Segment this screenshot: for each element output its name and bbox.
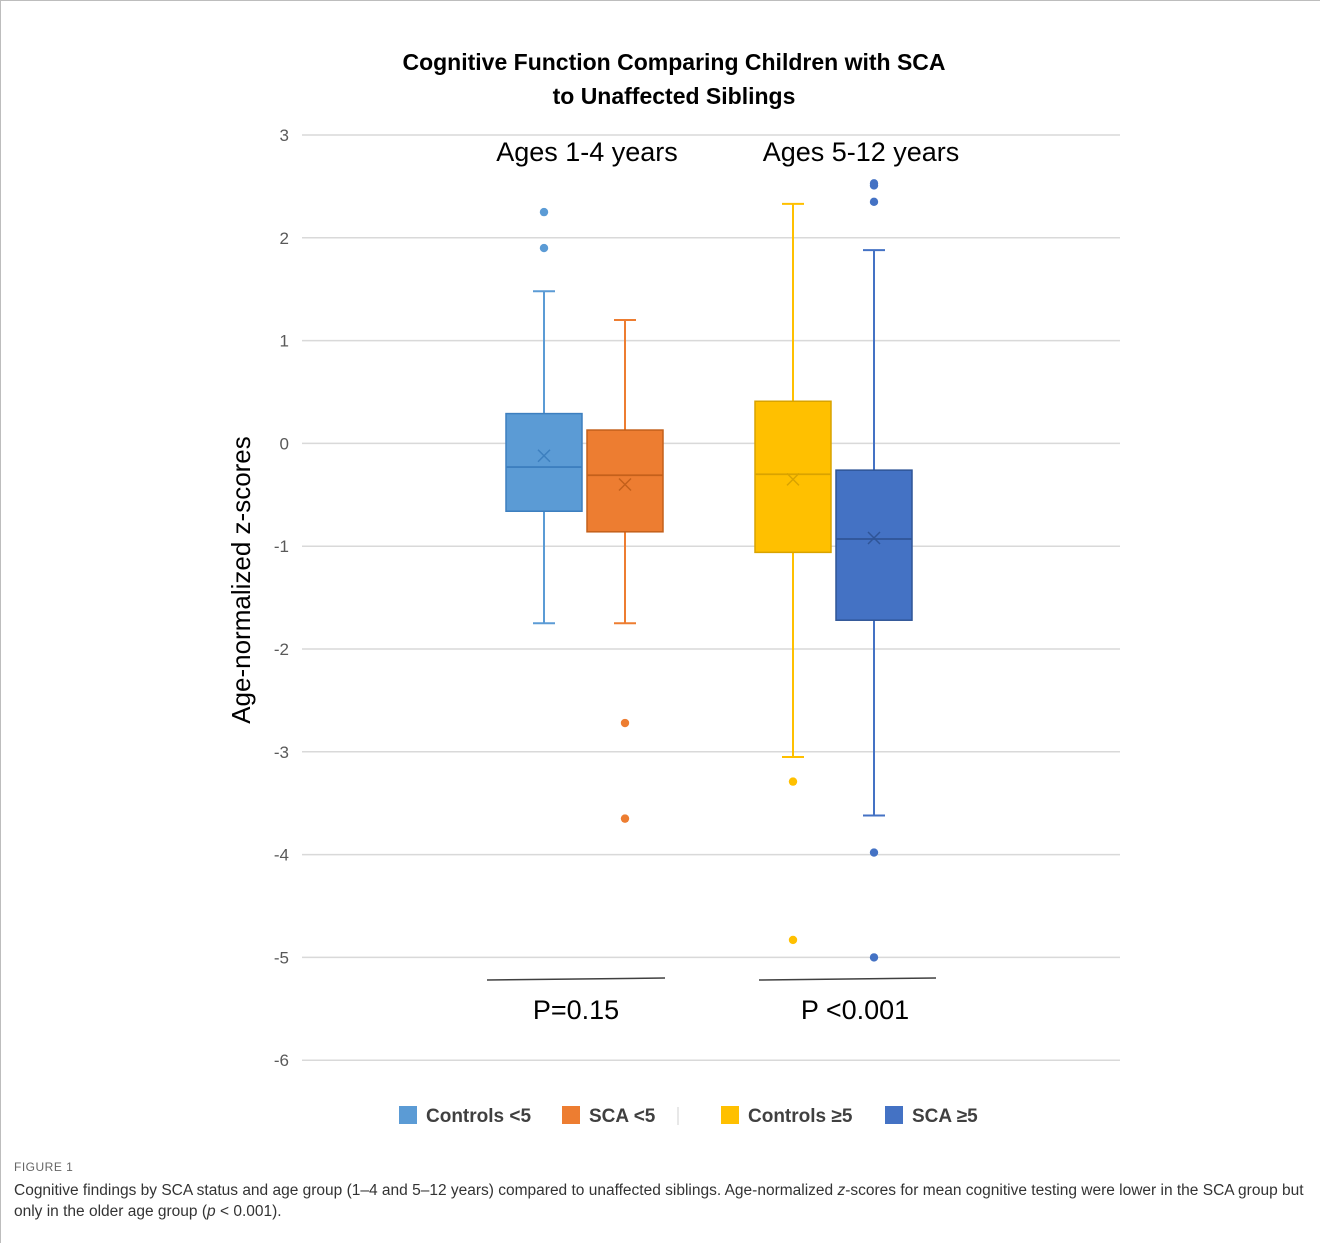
outlier-point	[620, 718, 630, 728]
mean-marker	[867, 531, 881, 545]
box-controls-5	[754, 202, 832, 945]
legend-label: Controls <5	[426, 1106, 531, 1127]
y-tick-label: -1	[274, 537, 289, 556]
caption-text: Cognitive findings by SCA status and age…	[14, 1180, 1314, 1222]
mean-marker	[537, 449, 551, 463]
box-sca-5	[835, 179, 913, 962]
group-annotations: Ages 1-4 years P=0.15 Ages 5-12 years P <0.…	[486, 137, 960, 1025]
p-value-label: P=0.15	[533, 995, 619, 1025]
y-tick-label: 2	[280, 229, 289, 248]
y-tick-label: -4	[274, 846, 289, 865]
significance-line	[758, 977, 937, 981]
y-tick-label: -2	[274, 640, 289, 659]
mean-marker	[618, 477, 632, 492]
y-tick-label: 1	[280, 332, 289, 351]
grid-lines	[302, 134, 1120, 1061]
iqr-box	[754, 400, 832, 554]
outlier-point	[869, 197, 879, 207]
legend-label: Controls ≥5	[748, 1106, 853, 1127]
y-tick-label: -5	[274, 948, 289, 967]
chart-title-line-1: Cognitive Function Comparing Children wi…	[402, 49, 945, 75]
p-value-label: P <0.001	[801, 995, 909, 1025]
outlier-point	[539, 207, 549, 217]
caption-part: < 0.001).	[215, 1203, 282, 1220]
box-series	[505, 179, 913, 962]
figure-label: FIGURE 1	[14, 1160, 74, 1174]
caption-italic-p: p	[207, 1203, 216, 1220]
y-tick-label: -6	[274, 1051, 289, 1070]
box-plot-chart: 3 2 1 0 -1 -2 -3 -4 -5 -6 Age-normalized z-scores…	[226, 49, 1120, 1127]
legend-swatch	[399, 1106, 417, 1124]
iqr-box	[835, 469, 913, 621]
outlier-point	[620, 814, 630, 823]
outlier-point	[869, 848, 879, 857]
iqr-box	[505, 412, 583, 512]
legend-swatch	[885, 1106, 903, 1124]
caption-italic-z: z	[837, 1182, 846, 1199]
legend-label: SCA <5	[589, 1106, 656, 1127]
legend: Controls <5 SCA <5 Controls ≥5 SCA ≥5	[399, 1106, 978, 1127]
caption-part: Cognitive findings by SCA status and age…	[14, 1182, 838, 1199]
significance-line	[486, 977, 666, 981]
caption-part: -scores for mean cognitive testing were …	[14, 1182, 1304, 1220]
group-label: Ages 1-4 years	[496, 137, 678, 167]
outlier-point	[869, 179, 879, 188]
outlier-point	[788, 777, 798, 786]
box-controls-5	[505, 207, 583, 625]
outlier-point	[869, 953, 879, 962]
outlier-point	[788, 935, 798, 945]
y-tick-label: -3	[274, 743, 289, 762]
legend-swatch	[562, 1106, 580, 1124]
chart-title-line-2: to Unaffected Siblings	[553, 83, 796, 109]
group-label: Ages 5-12 years	[763, 137, 960, 167]
iqr-box	[586, 429, 664, 533]
box-sca-5	[586, 319, 664, 823]
mean-marker	[786, 472, 800, 486]
legend-swatch	[721, 1106, 739, 1124]
y-axis-ticks: 3 2 1 0 -1 -2 -3 -4 -5 -6	[274, 126, 289, 1070]
y-tick-label: 0	[280, 434, 289, 453]
legend-label: SCA ≥5	[912, 1106, 978, 1127]
outlier-point	[539, 243, 549, 253]
y-axis-label: Age-normalized z-scores	[226, 436, 256, 724]
y-tick-label: 3	[280, 126, 289, 145]
figure-caption: FIGURE 1 Cognitive findings by SCA statu…	[14, 1160, 1314, 1222]
